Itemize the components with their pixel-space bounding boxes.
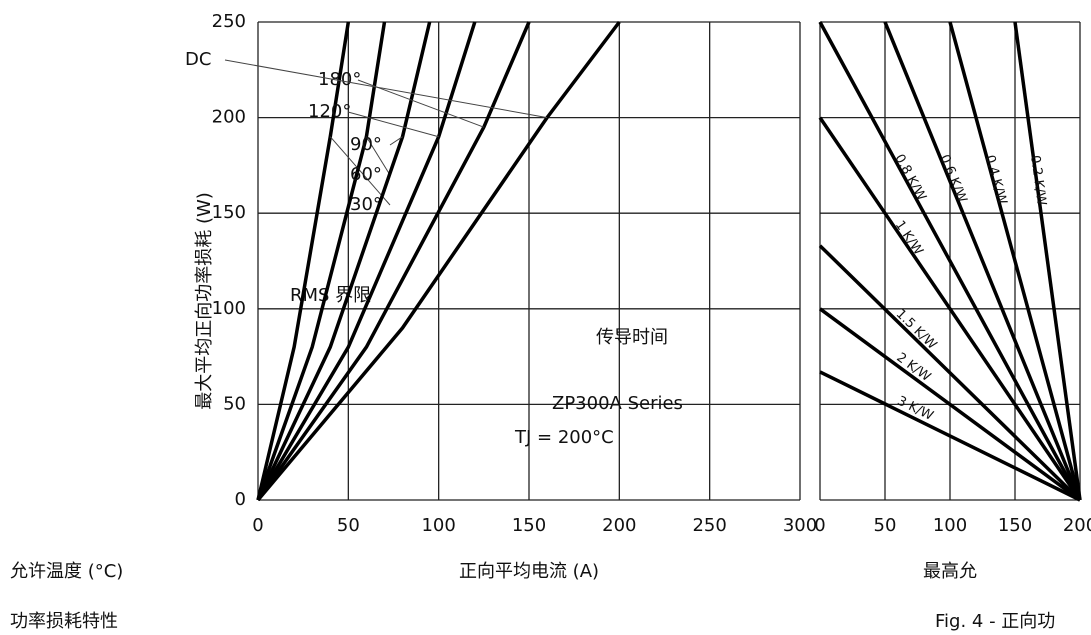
x-tick-label: 100 — [421, 515, 455, 536]
series-label: 60° — [350, 164, 382, 185]
x-tick-label: 50 — [337, 515, 360, 536]
series-line — [1013, 21, 1082, 501]
annotation: ZP300A Series — [552, 393, 683, 414]
series-line — [256, 21, 531, 502]
x-tick-label: 150 — [998, 515, 1032, 536]
leader-line — [365, 136, 391, 176]
y-tick-label: 250 — [212, 11, 246, 32]
series-label: 30° — [350, 194, 382, 215]
series-line — [256, 20, 621, 502]
series-label: 0.4 K/W — [982, 153, 1010, 206]
series-label: 0.6 K/W — [937, 153, 970, 206]
series-label: 0.2 K/W — [1027, 154, 1049, 206]
y-tick-label: 150 — [212, 202, 246, 223]
leader-line — [389, 136, 403, 146]
series-label: 1.5 K/W — [893, 307, 940, 353]
y-tick-label: 100 — [212, 298, 246, 319]
series-line — [818, 116, 1082, 501]
series-label: 0.8 K/W — [891, 152, 928, 204]
series-line — [818, 307, 1082, 502]
x-tick-label: 50 — [874, 515, 897, 536]
x-tick-label: 100 — [933, 515, 967, 536]
series-label: 120° — [308, 101, 351, 122]
y-tick-label: 50 — [223, 393, 246, 414]
annotation: 传导时间 — [596, 327, 668, 348]
series-line — [818, 21, 1082, 501]
x-axis-label: 正向平均电流 (A) — [459, 561, 599, 582]
series-line — [256, 21, 477, 501]
x-tick-label: 150 — [512, 515, 546, 536]
x-tick-label: 0 — [252, 515, 263, 536]
series-label: DC — [185, 49, 211, 70]
series-line — [883, 21, 1082, 501]
leader-line — [347, 111, 439, 138]
series-line — [256, 21, 387, 501]
x-tick-label: 200 — [1063, 515, 1091, 536]
leader-line — [329, 136, 391, 206]
left-axis-fragment: 允许温度 (°C) — [10, 561, 123, 582]
x-tick-label: 300 — [783, 515, 817, 536]
series-line — [256, 21, 432, 501]
y-tick-label: 200 — [212, 107, 246, 128]
x-tick-label: 0 — [814, 515, 825, 536]
series-label: 1 K/W — [892, 218, 926, 258]
y-tick-label: 0 — [235, 489, 246, 510]
series-line — [818, 244, 1082, 502]
series-line — [256, 21, 351, 501]
x-tick-label: 200 — [602, 515, 636, 536]
annotation: TJ = 200°C — [514, 427, 614, 448]
series-label: 90° — [350, 134, 382, 155]
series-line — [948, 21, 1082, 501]
y-axis-label: 最大平均正向功率损耗 (W) — [194, 192, 215, 410]
x-axis-label: 最高允 — [923, 561, 977, 582]
series-label: 180° — [318, 69, 361, 90]
left-caption-fragment: 功率损耗特性 — [10, 611, 118, 632]
x-tick-label: 250 — [692, 515, 726, 536]
series-line — [819, 370, 1081, 502]
leader-line — [224, 59, 548, 119]
figure-caption: Fig. 4 - 正向功 — [935, 611, 1055, 632]
